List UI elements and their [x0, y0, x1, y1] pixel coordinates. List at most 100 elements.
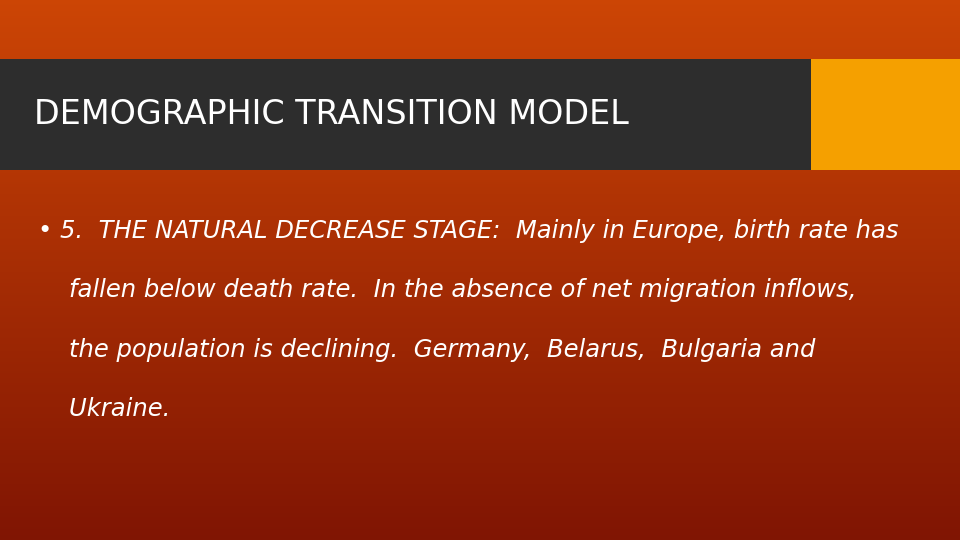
Bar [0, 444, 960, 447]
Bar [0, 290, 960, 292]
Bar [0, 410, 960, 412]
Bar [0, 193, 960, 194]
Bar [0, 11, 960, 12]
Bar [0, 324, 960, 326]
Bar [0, 128, 960, 130]
Bar [0, 268, 960, 270]
Bar [0, 27, 960, 29]
Bar [0, 286, 960, 288]
Bar [0, 378, 960, 380]
Bar [0, 239, 960, 241]
Bar [0, 185, 960, 187]
Bar [0, 204, 960, 205]
Bar [0, 407, 960, 409]
Bar [0, 263, 960, 265]
Bar [0, 409, 960, 410]
Bar [0, 423, 960, 425]
Bar [0, 498, 960, 501]
Bar [0, 81, 960, 83]
Bar [0, 405, 960, 407]
Bar [0, 427, 960, 428]
Bar [0, 437, 960, 439]
Bar [0, 342, 960, 344]
Bar [0, 457, 960, 459]
Bar [0, 112, 960, 113]
Bar [0, 173, 960, 174]
Bar [0, 245, 960, 247]
Bar [0, 45, 960, 47]
Bar [0, 313, 960, 315]
Bar [0, 371, 960, 373]
Bar [0, 293, 960, 295]
Bar [0, 279, 960, 281]
Bar [0, 380, 960, 382]
Bar [0, 529, 960, 531]
Bar [0, 115, 960, 117]
Bar [0, 101, 960, 103]
Bar [0, 70, 960, 72]
Bar [0, 328, 960, 329]
Bar [0, 178, 960, 180]
Bar [0, 171, 960, 173]
Bar [0, 425, 960, 427]
Bar [0, 221, 960, 223]
Bar [0, 223, 960, 225]
Bar [0, 319, 960, 320]
Bar [0, 536, 960, 538]
Bar [0, 501, 960, 502]
Bar [0, 248, 960, 250]
Bar [0, 209, 960, 211]
Bar [0, 29, 960, 31]
Bar [0, 92, 960, 93]
Bar [0, 139, 960, 140]
Bar [0, 258, 960, 259]
Bar [0, 447, 960, 448]
Bar [0, 369, 960, 371]
Bar [0, 140, 960, 142]
Bar [0, 401, 960, 403]
Bar [0, 416, 960, 417]
Bar [0, 34, 960, 36]
Bar [0, 76, 960, 77]
Bar [0, 191, 960, 193]
Bar [0, 535, 960, 536]
Bar [0, 0, 960, 2]
Text: the population is declining.  Germany,  Belarus,  Bulgaria and: the population is declining. Germany, Be… [38, 338, 816, 361]
Bar [0, 353, 960, 355]
Bar [0, 250, 960, 252]
Bar [0, 225, 960, 227]
Bar [0, 493, 960, 495]
Bar [0, 509, 960, 511]
Bar [0, 518, 960, 520]
Bar [0, 306, 960, 308]
Bar [0, 252, 960, 254]
Bar [0, 36, 960, 38]
Bar [0, 329, 960, 331]
Bar [0, 236, 960, 238]
Bar [0, 103, 960, 104]
Bar [0, 65, 960, 66]
Bar [0, 360, 960, 362]
Bar [0, 177, 960, 178]
Bar [0, 86, 960, 88]
Bar [0, 373, 960, 374]
Bar [0, 471, 960, 474]
Bar [0, 346, 960, 347]
Bar [0, 520, 960, 522]
Bar [0, 196, 960, 198]
Bar [0, 320, 960, 322]
Bar [0, 326, 960, 328]
Bar [0, 153, 960, 155]
Bar [0, 412, 960, 414]
Bar [0, 301, 960, 302]
Bar [0, 16, 960, 18]
Bar [0, 274, 960, 275]
Bar [0, 403, 960, 405]
Text: • 5.  THE NATURAL DECREASE STAGE:  Mainly in Europe, birth rate has: • 5. THE NATURAL DECREASE STAGE: Mainly … [38, 219, 899, 242]
Bar [0, 155, 960, 157]
Bar [0, 106, 960, 108]
Bar [0, 220, 960, 221]
Bar [0, 22, 960, 23]
Bar [0, 174, 960, 177]
Bar [0, 32, 960, 34]
